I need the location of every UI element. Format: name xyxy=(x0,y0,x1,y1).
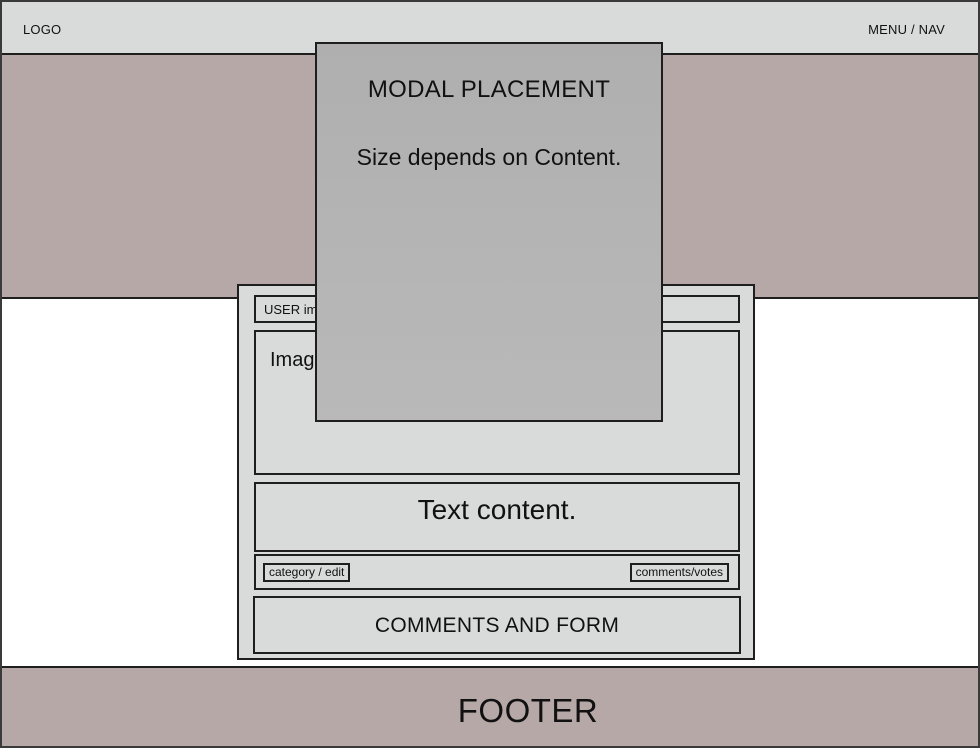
text-content-label: Text content. xyxy=(417,494,577,525)
post-meta-row: category / edit comments/votes xyxy=(254,554,740,590)
comments-form-label: COMMENTS AND FORM xyxy=(374,614,620,637)
image-label: Image xyxy=(270,349,326,371)
post-text-content: Text content. xyxy=(254,482,740,552)
footer-label: FOOTER xyxy=(457,692,599,729)
comments-and-form-section[interactable]: COMMENTS AND FORM xyxy=(253,596,741,654)
category-edit-button[interactable]: category / edit xyxy=(263,563,351,582)
modal-subtitle: Size depends on Content. xyxy=(356,144,622,170)
modal-title: MODAL PLACEMENT xyxy=(367,76,611,103)
comments-votes-button[interactable]: comments/votes xyxy=(629,563,729,582)
modal-dialog[interactable]: MODAL PLACEMENT Size depends on Content. xyxy=(315,42,663,422)
menu-nav-button[interactable]: MENU / NAV xyxy=(868,22,945,37)
footer-bar: FOOTER xyxy=(2,666,978,746)
logo[interactable]: LOGO xyxy=(23,22,62,37)
